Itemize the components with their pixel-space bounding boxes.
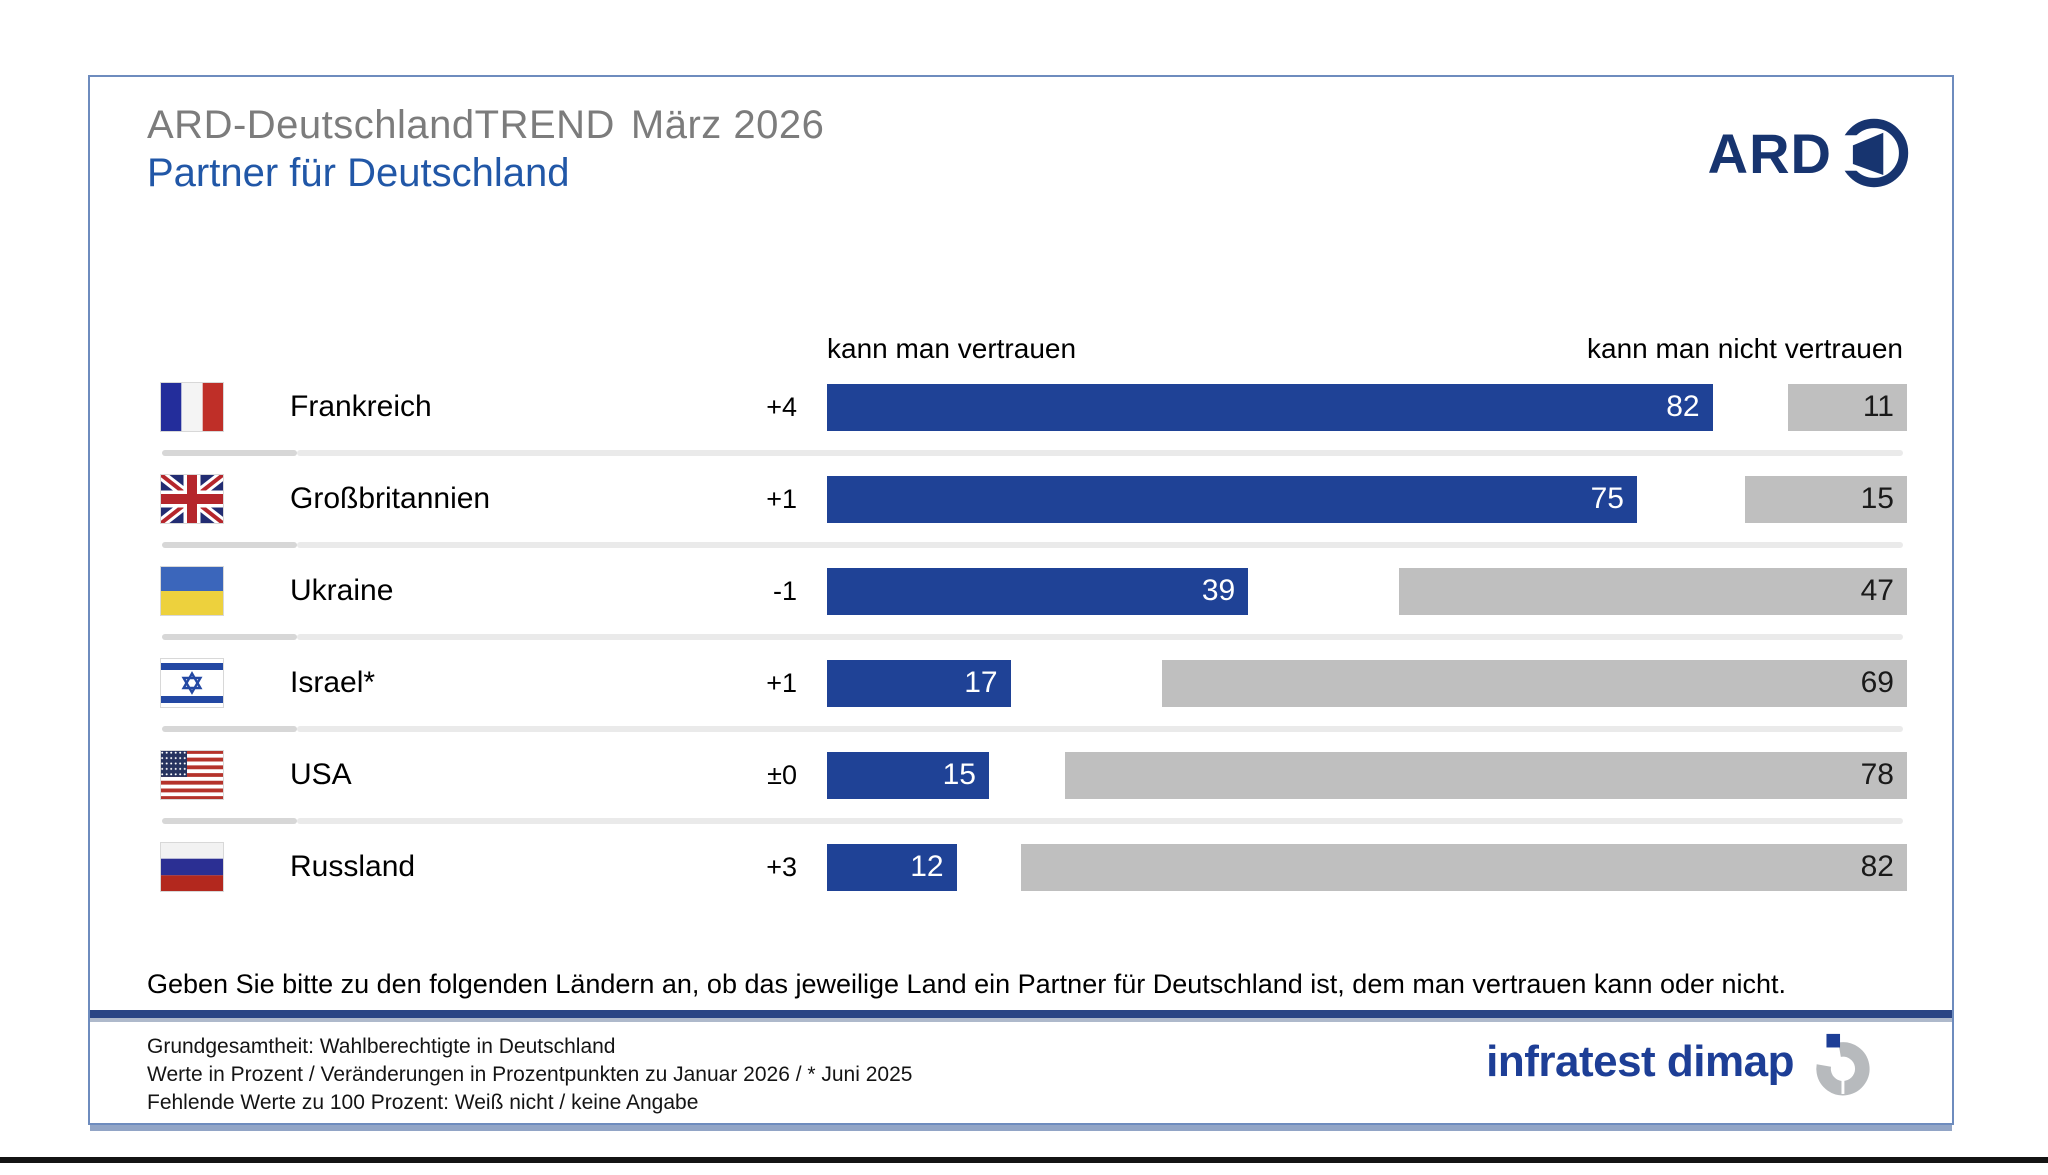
not-trust-bar: 15 bbox=[1745, 475, 1907, 523]
footer-divider-blue bbox=[90, 1010, 1952, 1018]
infratest-dimap-icon bbox=[1816, 1033, 1870, 1096]
not-trust-value: 69 bbox=[1860, 666, 1894, 699]
bar-track: 17 69 bbox=[827, 659, 1907, 707]
trust-value: 15 bbox=[942, 758, 976, 791]
infratest-dimap-logo: infratest dimap bbox=[1486, 1025, 1872, 1099]
flag-russia bbox=[160, 842, 224, 892]
trust-value: 17 bbox=[964, 666, 998, 699]
flag-ukraine bbox=[160, 566, 224, 616]
bottom-rule bbox=[0, 1157, 2048, 1163]
trust-value: 75 bbox=[1590, 482, 1624, 515]
country-label: Großbritannien bbox=[290, 482, 491, 515]
footer-divider-gray bbox=[90, 1018, 1952, 1022]
footnote-missing: Fehlende Werte zu 100 Prozent: Weiß nich… bbox=[147, 1091, 699, 1114]
ard-logo-text: ARD bbox=[1707, 121, 1832, 185]
change-value: +1 bbox=[766, 483, 797, 514]
not-trust-value: 82 bbox=[1860, 850, 1894, 883]
slide: ARD-DeutschlandTREND März 2026 Partner fü… bbox=[88, 75, 1954, 1125]
footnote-population: Grundgesamtheit: Wahlberechtigte in Deut… bbox=[147, 1035, 616, 1058]
bar-track: 75 15 bbox=[827, 475, 1907, 523]
chart-row: Russland +3 12 82 bbox=[90, 821, 1952, 913]
flag-usa bbox=[160, 750, 224, 800]
trust-bar: 17 bbox=[827, 659, 1011, 707]
bar-track: 15 78 bbox=[827, 751, 1907, 799]
ard-logo: ARD bbox=[1708, 115, 1912, 191]
trust-value: 39 bbox=[1201, 574, 1236, 607]
trust-bar: 15 bbox=[827, 751, 989, 799]
bar-track: 12 82 bbox=[827, 843, 1907, 891]
trust-value: 82 bbox=[1666, 390, 1700, 423]
not-trust-bar: 82 bbox=[1021, 843, 1907, 891]
chart-row: Frankreich +4 82 11 bbox=[90, 361, 1952, 456]
trust-value: 12 bbox=[910, 850, 944, 883]
infratest-dimap-text: infratest dimap bbox=[1486, 1037, 1794, 1086]
survey-question: Geben Sie bitte zu den folgenden Ländern… bbox=[147, 969, 1787, 999]
not-trust-value: 15 bbox=[1860, 482, 1894, 515]
footnotes: Grundgesamtheit: Wahlberechtigte in Deut… bbox=[147, 1033, 912, 1117]
chart-rows: Frankreich +4 82 11 Großbritannien +1 75… bbox=[90, 361, 1952, 913]
trust-bar: 82 bbox=[827, 383, 1713, 431]
page-title: Partner für Deutschland bbox=[147, 151, 570, 195]
chart-row: Israel* +1 17 69 bbox=[90, 637, 1952, 732]
change-value: -1 bbox=[772, 575, 797, 606]
country-label: USA bbox=[290, 758, 352, 791]
change-value: +3 bbox=[766, 851, 797, 882]
report-date: März 2026 bbox=[630, 103, 825, 147]
not-trust-bar: 47 bbox=[1399, 567, 1907, 615]
chart-row: USA ±0 15 78 bbox=[90, 729, 1952, 824]
not-trust-value: 11 bbox=[1862, 390, 1894, 423]
title-block: ARD-DeutschlandTREND März 2026 Partner fü… bbox=[147, 101, 824, 197]
trust-bar: 39 bbox=[827, 567, 1249, 615]
chart-row: Ukraine -1 39 47 bbox=[90, 545, 1952, 640]
not-trust-bar: 69 bbox=[1161, 659, 1907, 707]
flag-france bbox=[160, 382, 224, 432]
ard-one-circle-icon bbox=[1836, 118, 1909, 188]
chart-row: Großbritannien +1 75 15 bbox=[90, 453, 1952, 548]
change-value: +4 bbox=[766, 391, 797, 422]
not-trust-value: 47 bbox=[1860, 574, 1894, 607]
not-trust-bar: 78 bbox=[1064, 751, 1907, 799]
legend-not-trust: kann man nicht vertrauen bbox=[1587, 333, 1903, 364]
report-title: ARD-DeutschlandTREND März 2026 bbox=[147, 101, 824, 149]
slide-header: ARD-DeutschlandTREND März 2026 Partner fü… bbox=[147, 101, 1912, 197]
flag-uk bbox=[160, 474, 224, 524]
not-trust-value: 78 bbox=[1860, 758, 1894, 791]
not-trust-bar: 11 bbox=[1788, 383, 1907, 431]
footer-divider bbox=[90, 1010, 1952, 1022]
report-title-text: ARD-DeutschlandTREND bbox=[147, 103, 615, 147]
country-label: Russland bbox=[290, 850, 416, 883]
country-label: Frankreich bbox=[290, 390, 432, 423]
bar-track: 39 47 bbox=[827, 567, 1907, 615]
trust-bar: 75 bbox=[827, 475, 1637, 523]
legend-trust: kann man vertrauen bbox=[827, 333, 1077, 364]
bar-track: 82 11 bbox=[827, 383, 1907, 431]
country-label: Israel* bbox=[290, 666, 376, 699]
footnote-values: Werte in Prozent / Veränderungen in Proz… bbox=[147, 1063, 913, 1086]
trust-bar: 12 bbox=[827, 843, 957, 891]
change-value: +1 bbox=[766, 667, 797, 698]
change-value: ±0 bbox=[767, 759, 797, 790]
flag-israel bbox=[160, 658, 224, 708]
country-label: Ukraine bbox=[290, 574, 394, 607]
